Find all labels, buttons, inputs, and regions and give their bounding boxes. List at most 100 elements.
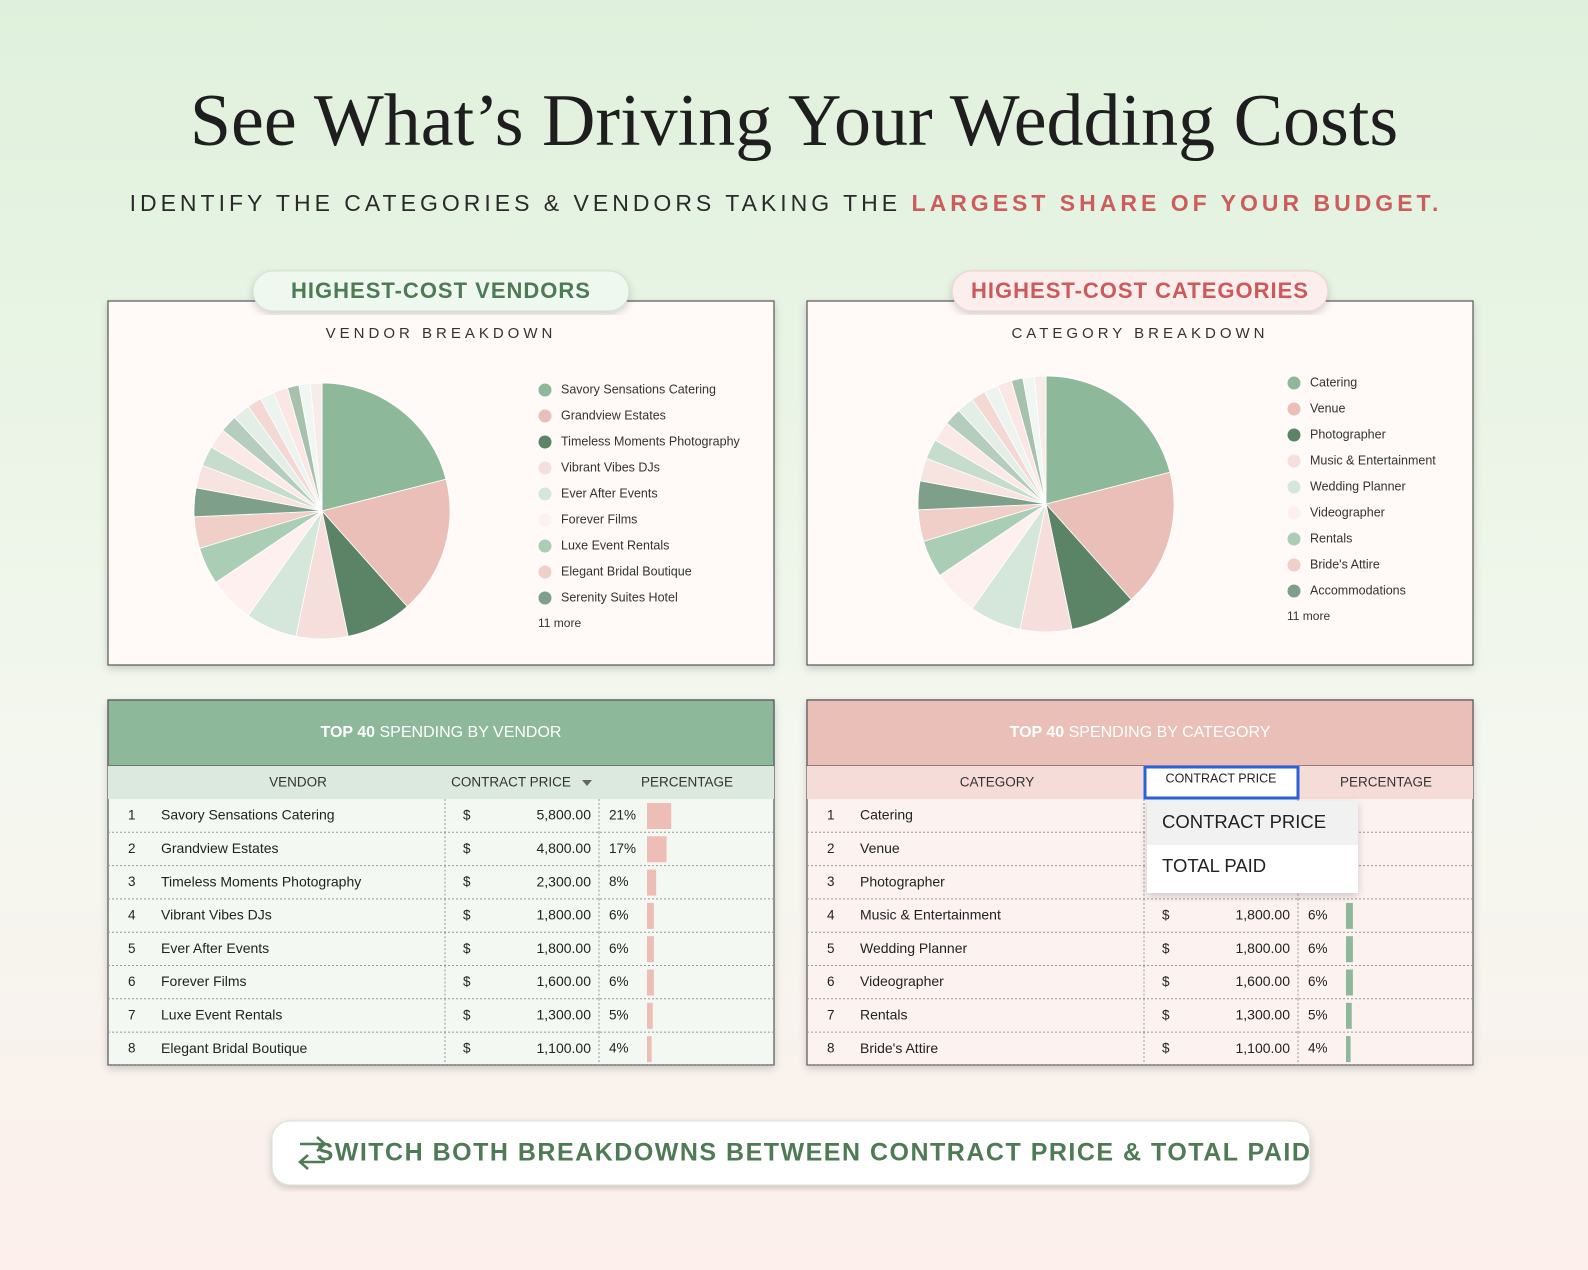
percentage-bar xyxy=(1346,969,1353,996)
legend-label: Vibrant Vibes DJs xyxy=(561,460,660,474)
pie-slice xyxy=(1033,375,1047,505)
legend-label: Photographer xyxy=(1310,427,1386,441)
legend-swatch xyxy=(538,409,552,423)
price: 1,300.00 xyxy=(1236,1007,1291,1023)
switch-icon xyxy=(298,1136,327,1170)
table-title-bold: TOP 40 xyxy=(321,724,376,741)
column-header-row xyxy=(108,766,774,799)
sort-arrow xyxy=(582,780,592,786)
legend-swatch xyxy=(538,435,552,449)
row-index: 8 xyxy=(128,1041,136,1056)
page-title: See What’s Driving Your Wedding Costs xyxy=(190,80,1398,162)
table-title-rest: SPENDING BY VENDOR xyxy=(375,724,561,741)
row-index: 4 xyxy=(128,907,136,922)
legend-label: Forever Films xyxy=(561,512,637,526)
legend-swatch xyxy=(1287,584,1301,598)
switch-button[interactable] xyxy=(271,1120,1311,1186)
currency: $ xyxy=(463,1041,471,1056)
column-header-row xyxy=(807,766,1473,799)
legend-label: Serenity Suites Hotel xyxy=(561,590,678,604)
dropdown-option[interactable] xyxy=(1147,801,1358,845)
percentage-bar xyxy=(647,902,654,929)
dropdown-field-label: CONTRACT PRICE xyxy=(1166,771,1277,785)
column-header: PERCENTAGE xyxy=(641,775,733,790)
price: 1,100.00 xyxy=(1236,1040,1291,1056)
legend-label: Elegant Bridal Boutique xyxy=(561,564,692,578)
percentage-bar xyxy=(647,1002,653,1029)
percentage-bar xyxy=(1346,902,1353,929)
currency: $ xyxy=(1162,907,1170,922)
row-name: Vibrant Vibes DJs xyxy=(161,907,272,923)
dropdown-option[interactable] xyxy=(1147,845,1358,889)
table-title-rest: SPENDING BY CATEGORY xyxy=(1064,724,1271,741)
pie-slice xyxy=(309,382,323,512)
percentage: 5% xyxy=(609,1007,629,1022)
legend-label: Luxe Event Rentals xyxy=(561,538,669,552)
dropdown-field[interactable] xyxy=(1143,765,1300,800)
percentage-bar xyxy=(1346,1002,1352,1029)
percentage: 4% xyxy=(1308,1041,1328,1056)
row-index: 3 xyxy=(128,874,136,889)
legend-label: Ever After Events xyxy=(561,486,658,500)
row-index: 1 xyxy=(128,808,136,823)
pie-slice xyxy=(1045,375,1171,505)
legend-swatch xyxy=(538,513,552,527)
percentage-bar xyxy=(1346,1036,1351,1063)
price: 1,800.00 xyxy=(1236,940,1291,956)
currency: $ xyxy=(1162,1041,1170,1056)
legend-label: Venue xyxy=(1310,401,1346,415)
legend-swatch xyxy=(538,383,552,397)
row-name: Elegant Bridal Boutique xyxy=(161,1040,308,1056)
dropdown-option-label[interactable]: CONTRACT PRICE xyxy=(1162,811,1326,832)
row-index: 2 xyxy=(827,841,835,856)
legend-swatch xyxy=(538,565,552,579)
legend-swatch xyxy=(1287,402,1301,416)
row-index: 1 xyxy=(827,808,835,823)
table-title: TOP 40 SPENDING BY VENDOR xyxy=(321,724,562,741)
switch-button-label[interactable]: SWITCH BOTH BREAKDOWNS BETWEEN CONTRACT … xyxy=(317,1139,1312,1167)
column-header: VENDOR xyxy=(269,775,327,790)
currency: $ xyxy=(1162,1007,1170,1022)
legend-label: Grandview Estates xyxy=(561,408,666,422)
row-index: 7 xyxy=(128,1007,136,1022)
legend-swatch xyxy=(1287,454,1301,468)
legend-label: Bride's Attire xyxy=(1310,557,1380,571)
chart-title: VENDOR BREAKDOWN xyxy=(326,325,557,342)
row-name: Grandview Estates xyxy=(161,840,279,856)
legend-swatch xyxy=(1287,558,1301,572)
currency: $ xyxy=(1162,941,1170,956)
subtitle-highlight: LARGEST SHARE OF YOUR BUDGET. xyxy=(912,190,1443,216)
legend-note: 11 more xyxy=(1287,609,1330,623)
row-index: 5 xyxy=(128,941,136,956)
currency: $ xyxy=(463,974,471,989)
percentage: 21% xyxy=(609,808,636,823)
row-index: 5 xyxy=(827,941,835,956)
row-name: Bride's Attire xyxy=(860,1040,938,1056)
legend-label: Accommodations xyxy=(1310,583,1406,597)
percentage: 17% xyxy=(609,841,636,856)
legend-swatch xyxy=(538,487,552,501)
row-name: Luxe Event Rentals xyxy=(161,1007,282,1023)
row-name: Ever After Events xyxy=(161,940,269,956)
percentage: 6% xyxy=(1308,907,1328,922)
legend-swatch xyxy=(1287,480,1301,494)
row-name: Videographer xyxy=(860,973,944,989)
percentage-bar xyxy=(647,1036,652,1063)
table-title: TOP 40 SPENDING BY CATEGORY xyxy=(1010,724,1271,741)
legend-swatch xyxy=(1287,532,1301,546)
percentage-bar xyxy=(647,803,672,829)
legend-swatch xyxy=(538,461,552,475)
percentage: 5% xyxy=(1308,1007,1328,1022)
dropdown-option-label[interactable]: TOTAL PAID xyxy=(1162,855,1266,876)
legend-label: Videographer xyxy=(1310,505,1385,519)
currency: $ xyxy=(1162,974,1170,989)
row-index: 7 xyxy=(827,1007,835,1022)
row-name: Photographer xyxy=(860,873,945,889)
pie-slice xyxy=(1045,471,1175,601)
chart-title: CATEGORY BREAKDOWN xyxy=(1011,325,1268,342)
table-header xyxy=(806,699,1474,767)
currency: $ xyxy=(463,941,471,956)
row-name: Rentals xyxy=(860,1007,907,1023)
legend-label: Savory Sensations Catering xyxy=(561,382,716,396)
legend-label: Wedding Planner xyxy=(1310,479,1406,493)
